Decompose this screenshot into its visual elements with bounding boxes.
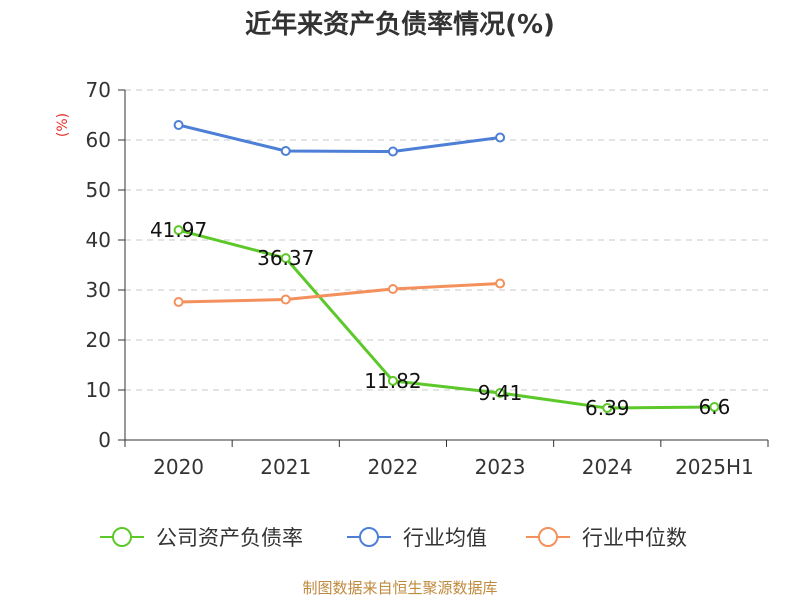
y-tick-label: 30 [86,278,111,302]
data-point [495,132,506,143]
y-tick-label: 50 [86,178,111,202]
x-tick-label: 2024 [582,455,633,479]
legend-label: 行业中位数 [582,526,687,550]
source-note: 制图数据来自恒生聚源数据库 [302,579,497,597]
series-line-2 [178,123,501,153]
y-tick-label: 60 [86,128,111,152]
data-point [173,225,184,236]
axes: 0 10 20 30 40 50 60 70 2020 2021 2022 2023 2024 2025H… [86,78,769,479]
data-point [602,403,613,414]
data-label: 6.6 [699,395,731,419]
x-tick-label: 2021 [260,455,311,479]
data-label: 41.97 [150,218,207,242]
x-tick-label: 2022 [367,455,418,479]
series-line-1 [178,228,715,410]
x-tick-label: 2023 [475,455,526,479]
y-tick-label: 10 [86,378,111,402]
data-label: 11.82 [364,369,421,393]
series-line-3 [178,282,501,304]
data-point [387,375,398,386]
data-point [280,146,291,156]
data-point [173,297,184,307]
legend-marker [359,527,379,547]
x-tick-label: 2020 [153,455,204,479]
chart-title: 近年来资产负债率情况(%) [245,9,555,40]
legend-label: 行业均值 [403,526,487,550]
gridlines [125,89,768,391]
data-point [387,284,398,294]
data-point [173,120,184,130]
y-tick-label: 70 [86,78,111,102]
data-point [280,294,291,305]
legend: 公司资产负债率 行业均值 行业中位数 [100,526,687,550]
series-layer: 41.97 36.37 11.82 9.41 6.39 6.6 [150,120,731,420]
legend-label: 公司资产负债率 [156,526,303,550]
y-tick-label: 20 [86,328,111,352]
y-tick-label: 40 [86,228,111,252]
y-axis-unit-label: (%) [55,113,71,137]
data-point [495,387,506,398]
data-label: 9.41 [478,381,523,405]
legend-marker [538,527,558,547]
legend-marker [112,527,132,547]
data-point [387,146,398,157]
data-point [280,253,291,264]
data-point [709,402,720,412]
data-point [495,278,506,289]
data-label: 6.39 [585,396,630,420]
data-label: 36.37 [257,246,314,270]
y-tick-label: 0 [98,428,111,452]
x-tick-label: 2025H1 [675,455,754,479]
